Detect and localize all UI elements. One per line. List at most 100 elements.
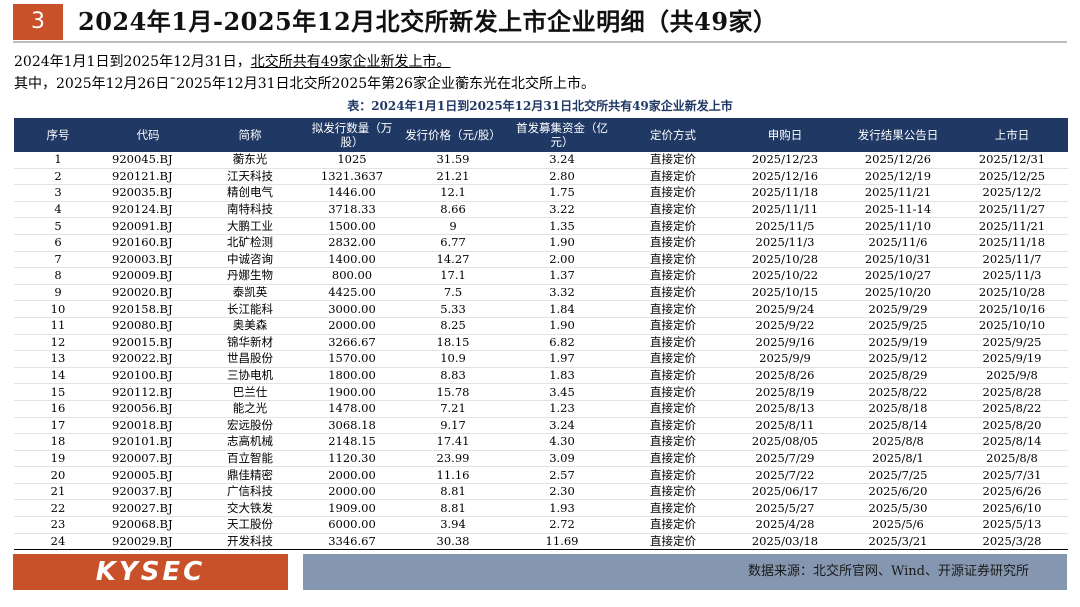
table-cell: 1321.3637 [306, 168, 398, 186]
table-cell: 17.41 [398, 433, 508, 451]
table-cell: 2025/11/3 [956, 267, 1068, 285]
table-cell: 22 [14, 499, 102, 518]
table-cell: 1120.30 [306, 450, 398, 468]
table-cell: 2025/9/9 [730, 350, 840, 368]
table-cell: 2025/11/10 [840, 217, 956, 235]
table-cell: 1800.00 [306, 367, 398, 385]
table-cell: 2025/4/28 [730, 516, 840, 534]
table-cell: 18.15 [398, 334, 508, 352]
table-cell: 920101.BJ [102, 433, 194, 451]
table-cell: 直接定价 [616, 152, 730, 169]
table-cell: 2025/11/11 [730, 201, 840, 219]
table-row: 4 920124.BJ 南特科技 3718.33 8.66 3.22 直接定价 2025/11… [14, 201, 1068, 219]
table-cell: 直接定价 [616, 499, 730, 518]
table-cell: 2025/12/31 [956, 152, 1068, 169]
table-cell: 18 [14, 433, 102, 451]
intro-line-2: 其中，2025年12月26日¯2025年12月31日北交所2025年第26家企业… [14, 76, 595, 92]
table-cell: 志高机械 [194, 433, 306, 451]
table-cell: 2025/9/25 [956, 334, 1068, 352]
table-cell: 宏远股份 [194, 417, 306, 435]
table-row: 24 920029.BJ 开发科技 3346.67 30.38 11.69 直接定价 2025… [14, 533, 1068, 551]
table-header-row: 序号 代码 简称 拟发行数量（万股） 发行价格（元/股） 首发募集资金（亿元） 定价方式 申购… [14, 118, 1068, 152]
table-cell: 1909.00 [306, 499, 398, 518]
table-cell: 世昌股份 [194, 350, 306, 368]
table-cell: 920035.BJ [102, 184, 194, 202]
table-cell: 奥美森 [194, 317, 306, 335]
table-cell: 3266.67 [306, 334, 398, 352]
table-cell: 920080.BJ [102, 317, 194, 335]
table-cell: 19 [14, 450, 102, 468]
table-cell: 2025/7/29 [730, 450, 840, 468]
table-cell: 2148.15 [306, 433, 398, 451]
table-cell: 2025/7/31 [956, 466, 1068, 484]
table-cell: 直接定价 [616, 433, 730, 451]
table-cell: 920029.BJ [102, 533, 194, 551]
table-cell: 直接定价 [616, 383, 730, 401]
table-cell: 31.59 [398, 152, 508, 169]
table-row: 5 920091.BJ 大鹏工业 1500.00 9 1.35 直接定价 2025/11/5 2… [14, 217, 1068, 235]
table-cell: 2025/5/27 [730, 499, 840, 518]
table-row: 3 920035.BJ 精创电气 1446.00 12.1 1.75 直接定价 2025/11… [14, 184, 1068, 202]
table-cell: 2025/8/29 [840, 367, 956, 385]
table-cell: 北矿检测 [194, 234, 306, 252]
intro-line-1-prefix: 2024年1月1日到2025年12月31日， [14, 54, 251, 70]
table-cell: 2025/9/24 [730, 300, 840, 318]
page-title: 2024年1月-2025年12月北交所新发上市企业明细（共49家） [78, 7, 778, 36]
table-cell: 直接定价 [616, 367, 730, 385]
table-cell: 2025/10/16 [956, 300, 1068, 318]
table-cell: 7.21 [398, 400, 508, 418]
table-cell: 2025/12/23 [730, 152, 840, 169]
table-cell: 2 [14, 168, 102, 186]
table-row: 19 920007.BJ 百立智能 1120.30 23.99 3.09 直接定价 2025/… [14, 450, 1068, 468]
table-row: 8 920009.BJ 丹娜生物 800.00 17.1 1.37 直接定价 2025/10/… [14, 267, 1068, 285]
table-cell: 2025/10/27 [840, 267, 956, 285]
table-cell: 14 [14, 367, 102, 385]
table-row: 20 920005.BJ 鼎佳精密 2000.00 11.16 2.57 直接定价 2025/… [14, 466, 1068, 484]
table-cell: 直接定价 [616, 350, 730, 368]
table-cell: 鼎佳精密 [194, 466, 306, 484]
table-cell: 2025/12/25 [956, 168, 1068, 186]
table-row: 18 920101.BJ 志高机械 2148.15 17.41 4.30 直接定价 2025/… [14, 433, 1068, 451]
table-cell: 1.83 [508, 367, 616, 385]
table-cell: 2025/11/5 [730, 217, 840, 235]
table-cell: 直接定价 [616, 201, 730, 219]
table-cell: 920068.BJ [102, 516, 194, 534]
table-cell: 3.94 [398, 516, 508, 534]
table-cell: 2025-11-14 [840, 201, 956, 219]
table-cell: 开发科技 [194, 533, 306, 551]
table-cell: 泰凯英 [194, 284, 306, 302]
table-cell: 长江能科 [194, 300, 306, 318]
table-cell: 920112.BJ [102, 383, 194, 401]
table-row: 16 920056.BJ 能之光 1478.00 7.21 1.23 直接定价 2025/8/… [14, 400, 1068, 418]
table-cell: 4 [14, 201, 102, 219]
table-body: 1 920045.BJ 蘅东光 1025 31.59 3.24 直接定价 2025/12/23… [14, 152, 1068, 551]
table-cell: 1.84 [508, 300, 616, 318]
table-cell: 2025/10/22 [730, 267, 840, 285]
table-cell: 精创电气 [194, 184, 306, 202]
table-row: 17 920018.BJ 宏远股份 3068.18 9.17 3.24 直接定价 2025/8… [14, 417, 1068, 435]
table-cell: 1.75 [508, 184, 616, 202]
table-cell: 920158.BJ [102, 300, 194, 318]
table-cell: 920160.BJ [102, 234, 194, 252]
table-cell: 2000.00 [306, 317, 398, 335]
table-cell: 直接定价 [616, 483, 730, 501]
table-cell: 23 [14, 516, 102, 534]
table-cell: 2025/8/20 [956, 417, 1068, 435]
table-cell: 2025/8/1 [840, 450, 956, 468]
table-cell: 直接定价 [616, 251, 730, 269]
table-row: 13 920022.BJ 世昌股份 1570.00 10.9 1.97 直接定价 2025/9… [14, 350, 1068, 368]
table-cell: 直接定价 [616, 417, 730, 435]
table-cell: 920005.BJ [102, 466, 194, 484]
table-caption: 表：2024年1月1日到2025年12月31日北交所共有49家企业新发上市 [347, 99, 733, 113]
table-cell: 3718.33 [306, 201, 398, 219]
column-header: 首发募集资金（亿元） [508, 118, 616, 152]
table-cell: 14.27 [398, 251, 508, 269]
table-cell: 2025/9/19 [956, 350, 1068, 368]
table-cell: 巴兰仕 [194, 383, 306, 401]
table-cell: 中诚咨询 [194, 251, 306, 269]
table-cell: 9 [14, 284, 102, 302]
table-cell: 11 [14, 317, 102, 335]
table-cell: 6.82 [508, 334, 616, 352]
table-cell: 2025/11/21 [956, 217, 1068, 235]
table-cell: 1 [14, 152, 102, 169]
